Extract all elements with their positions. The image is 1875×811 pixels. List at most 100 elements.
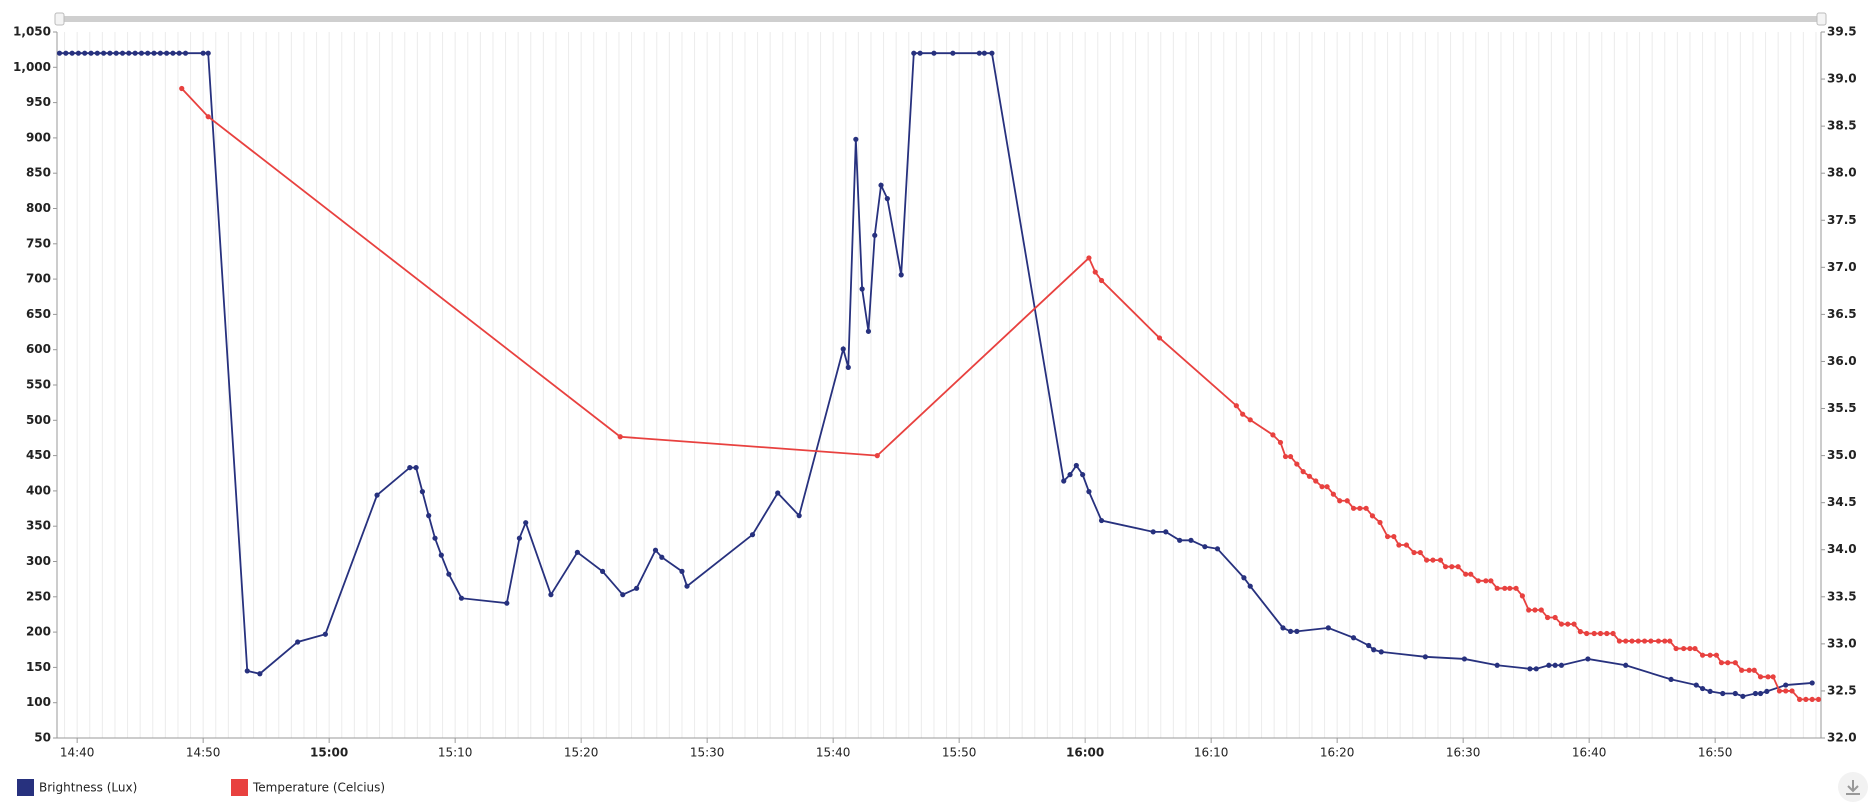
- data-point: [1067, 472, 1073, 478]
- data-point: [1776, 688, 1783, 694]
- data-point: [1546, 662, 1552, 668]
- data-point: [853, 136, 859, 142]
- data-point: [1156, 335, 1163, 341]
- data-point: [1558, 662, 1565, 668]
- legend-item[interactable]: Temperature (Celcius): [231, 779, 385, 796]
- data-point: [1294, 628, 1300, 634]
- data-point: [1757, 674, 1764, 680]
- data-point: [1526, 607, 1532, 613]
- data-point: [504, 600, 510, 606]
- data-point: [1282, 453, 1289, 460]
- scroll-handle-right[interactable]: [1816, 12, 1827, 26]
- data-point: [1732, 690, 1738, 697]
- data-point: [1086, 255, 1092, 261]
- data-point: [872, 232, 878, 238]
- data-point: [1461, 656, 1468, 662]
- data-point: [1692, 645, 1698, 652]
- data-point: [1202, 544, 1208, 550]
- data-point: [1648, 638, 1654, 644]
- data-point: [1642, 638, 1648, 644]
- data-point: [1488, 578, 1494, 584]
- data-point: [1287, 453, 1294, 460]
- data-point: [1668, 676, 1674, 683]
- y-tick-label: 800: [26, 201, 51, 215]
- y2-tick-label: 34.5: [1827, 495, 1857, 509]
- y-tick-label: 900: [26, 130, 51, 144]
- y-tick-label: 1,000: [13, 60, 51, 74]
- data-point: [1527, 666, 1533, 672]
- data-point: [1350, 635, 1357, 641]
- data-point: [295, 639, 301, 645]
- data-point: [1585, 656, 1591, 662]
- data-point: [1391, 533, 1397, 540]
- data-point: [1163, 529, 1169, 535]
- y2-tick-label: 36.5: [1827, 307, 1857, 321]
- data-point: [917, 50, 923, 56]
- data-point: [1280, 625, 1286, 631]
- data-point: [1765, 674, 1771, 680]
- x-tick-label: 16:00: [1066, 746, 1104, 760]
- data-point: [1803, 696, 1809, 703]
- data-point: [1240, 411, 1246, 417]
- data-point: [1732, 660, 1738, 666]
- data-point: [1494, 585, 1500, 591]
- data-point: [1463, 571, 1469, 577]
- y2-tick-label: 37.0: [1827, 260, 1857, 274]
- data-point: [1783, 688, 1789, 694]
- data-point: [1378, 649, 1384, 655]
- x-tick-label: 14:50: [186, 746, 221, 760]
- y-tick-label: 250: [26, 589, 51, 603]
- data-point: [1494, 662, 1500, 668]
- data-point: [1313, 478, 1319, 484]
- data-point: [1377, 519, 1383, 526]
- data-point: [1483, 578, 1489, 584]
- legend-item[interactable]: Brightness (Lux): [17, 779, 137, 796]
- data-point: [523, 520, 529, 526]
- y-tick-label: 150: [26, 660, 51, 674]
- scroll-handle-left[interactable]: [54, 12, 65, 26]
- data-point: [1720, 690, 1726, 697]
- data-point: [407, 465, 413, 471]
- data-point: [1449, 564, 1455, 570]
- data-point: [1513, 585, 1519, 591]
- data-point: [432, 535, 438, 541]
- data-point: [182, 50, 189, 56]
- data-point: [1681, 645, 1687, 652]
- data-point: [1604, 630, 1610, 637]
- data-point: [1287, 628, 1294, 634]
- data-point: [1098, 277, 1105, 284]
- x-tick-label: 15:10: [438, 746, 473, 760]
- data-point: [1519, 593, 1525, 599]
- data-point: [878, 182, 884, 188]
- y-tick-label: 100: [26, 695, 51, 709]
- data-point: [1507, 585, 1513, 591]
- data-point: [1092, 269, 1098, 275]
- data-point: [1247, 417, 1253, 423]
- data-point: [1350, 505, 1357, 511]
- data-point: [82, 50, 88, 56]
- data-point: [1344, 498, 1350, 504]
- data-point: [1718, 660, 1725, 666]
- data-point: [1687, 645, 1693, 652]
- download-button[interactable]: [1838, 772, 1868, 802]
- data-point: [322, 631, 328, 637]
- data-point: [151, 50, 157, 56]
- y2-tick-label: 34.0: [1827, 542, 1857, 556]
- y-tick-label: 700: [26, 272, 51, 286]
- data-point: [1150, 529, 1156, 535]
- y-tick-label: 550: [26, 378, 51, 392]
- data-point: [1502, 585, 1508, 591]
- data-point: [1177, 537, 1183, 543]
- data-point: [516, 535, 523, 541]
- data-point: [1751, 667, 1757, 673]
- data-point: [1591, 630, 1597, 637]
- data-point: [981, 50, 987, 56]
- data-point: [132, 50, 138, 56]
- scrollbar[interactable]: [60, 16, 1820, 22]
- data-point: [1809, 696, 1815, 703]
- data-point: [1584, 630, 1590, 637]
- y2-tick-label: 37.5: [1827, 213, 1857, 227]
- data-point: [1707, 652, 1713, 658]
- data-point: [1667, 638, 1673, 644]
